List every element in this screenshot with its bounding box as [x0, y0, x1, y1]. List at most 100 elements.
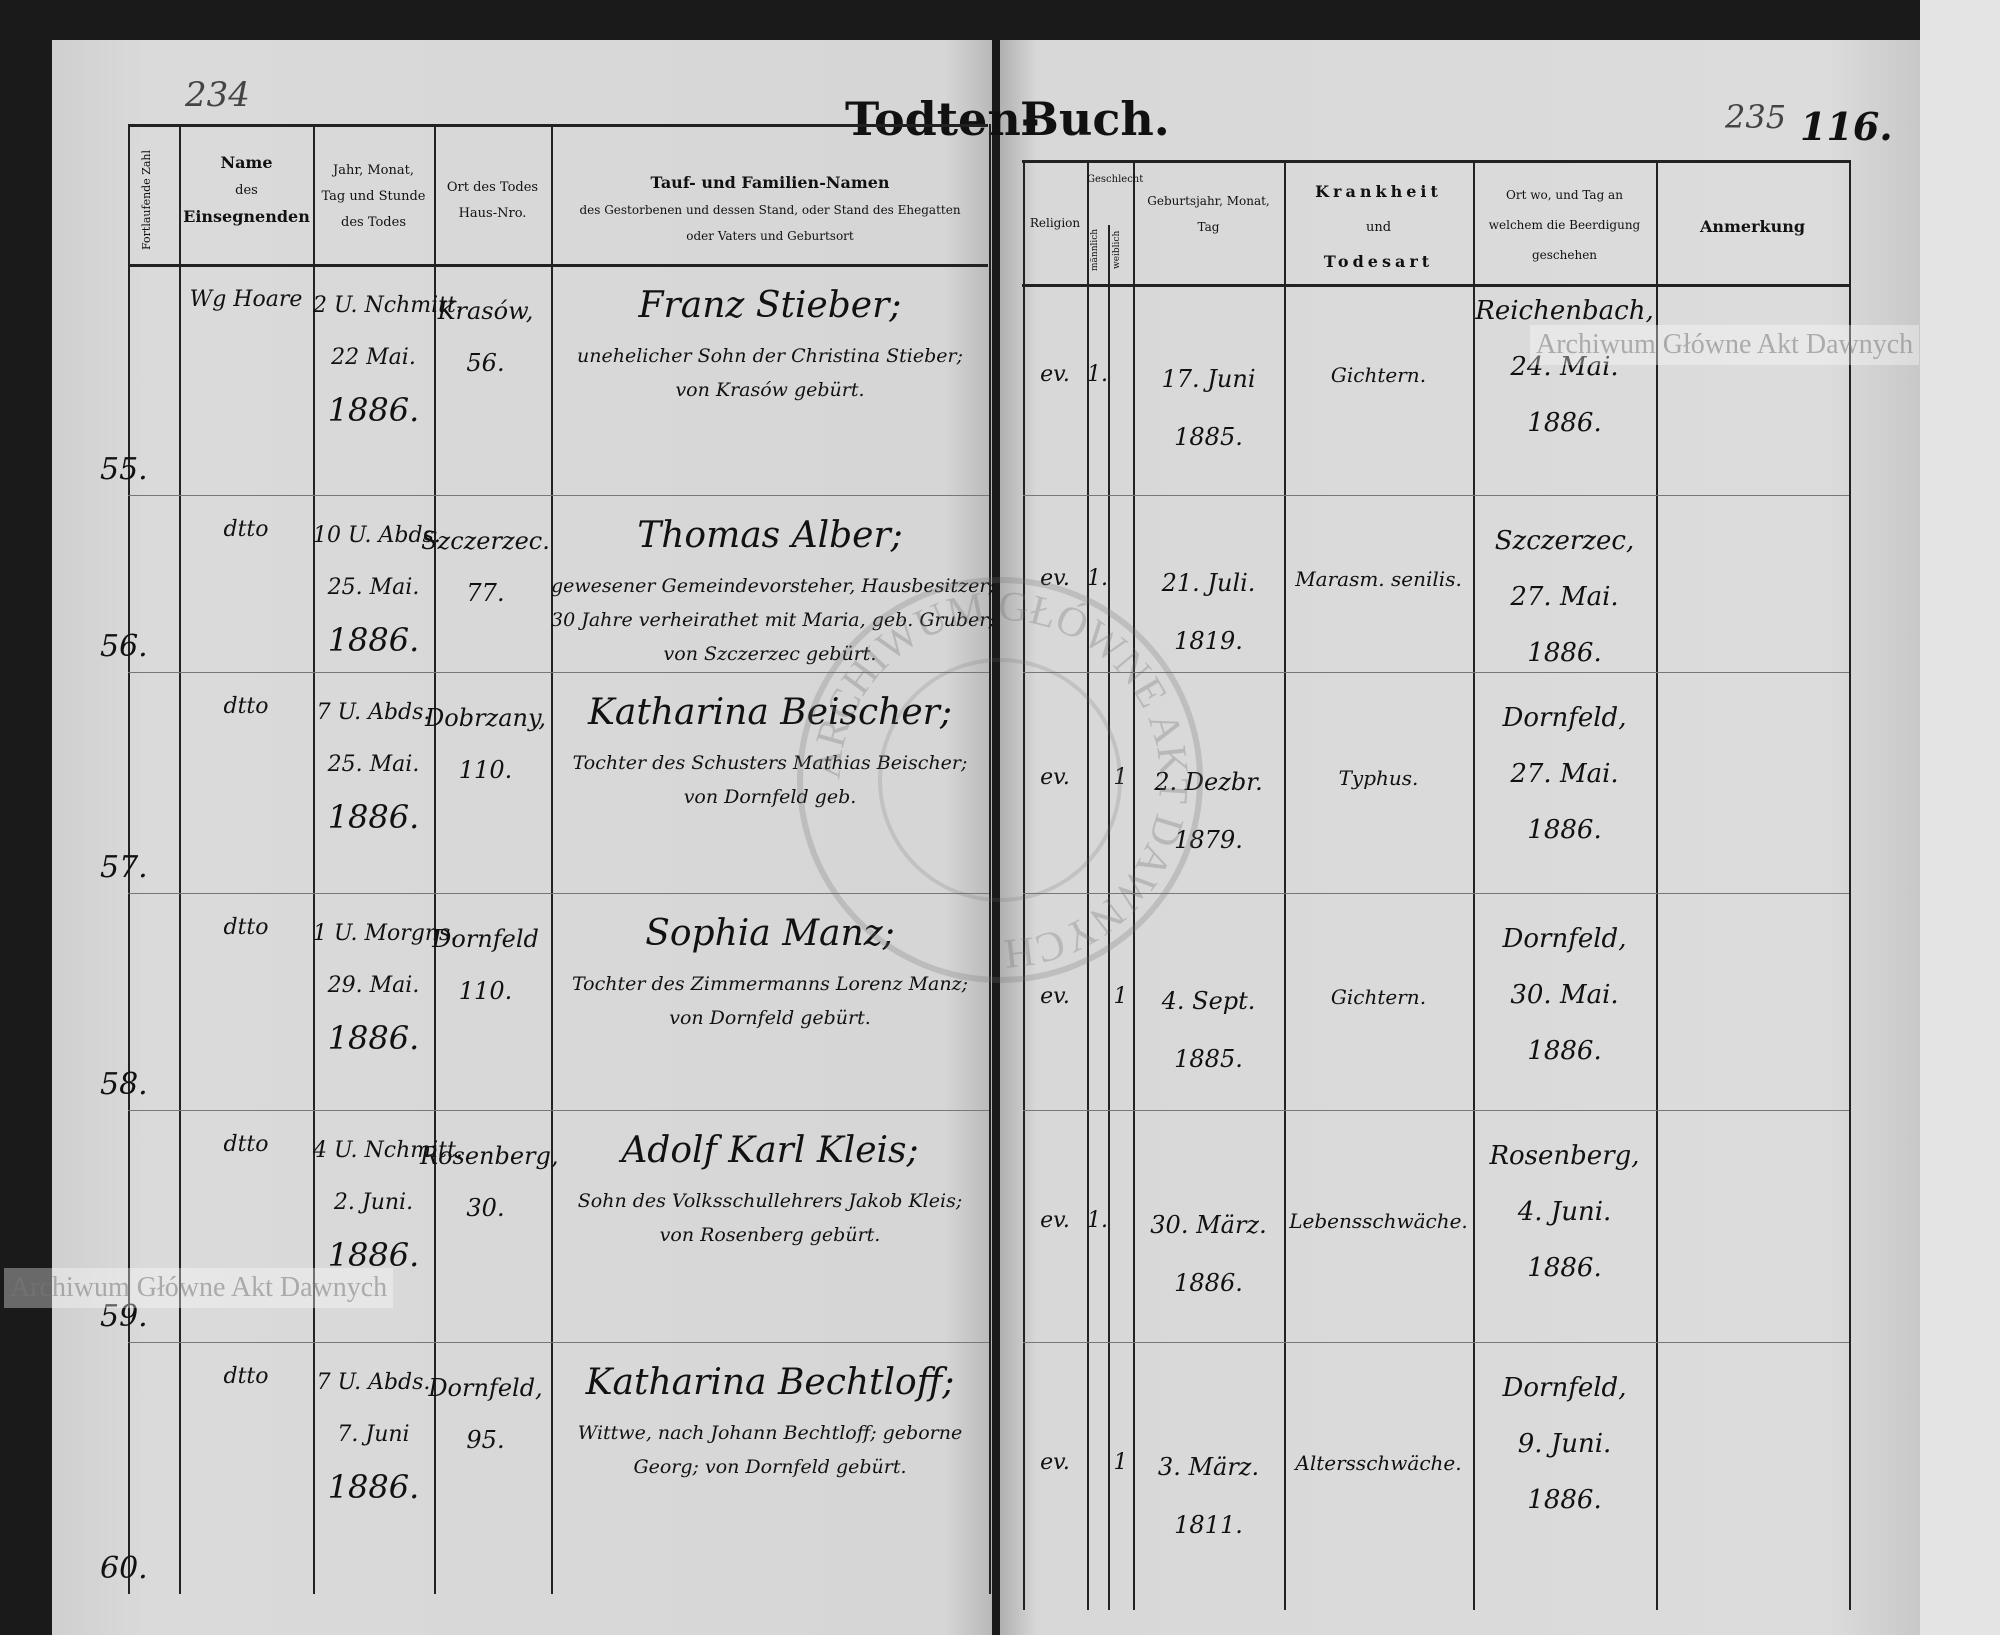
stamp-text: ARCHIWUM GŁÓWNE AKT DAWNYCH	[803, 583, 1196, 976]
burial-line: 1886.	[1527, 408, 1602, 438]
cell-number: 60.	[100, 1551, 148, 1586]
cell-birth: 30. März. 1886.	[1133, 1196, 1284, 1312]
cell-number: 57.	[100, 850, 148, 885]
cell-desc: gewesener Gemeindevorsteher, Hausbesitze…	[551, 569, 995, 671]
header-death-date: Jahr, Monat, Tag und Stunde des Todes	[321, 163, 426, 230]
watermark-bottom-left: Archiwum Główne Akt Dawnych	[4, 1268, 394, 1308]
death-line: 10 U. Abds.	[313, 523, 441, 548]
column-rule	[1656, 160, 1658, 1610]
column-rule	[313, 124, 315, 1594]
column-rule	[1133, 160, 1135, 1610]
row-rule	[1023, 672, 1849, 673]
birth-line: 1886.	[1174, 1269, 1243, 1297]
table-top-rule-right	[1022, 160, 1849, 163]
burial-line: 1886.	[1527, 1253, 1602, 1283]
header-death-place: Ort des Todes Haus-Nro.	[446, 180, 539, 221]
column-rule	[1284, 160, 1286, 1610]
place-line: Szczerzec.	[421, 527, 550, 555]
header-male: männlich	[1090, 228, 1100, 272]
folio-number: 116.	[1800, 104, 1893, 149]
header-remarks: Anmerkung	[1699, 217, 1806, 236]
cell-burial: Szczerzec, 27. Mai. 1886.	[1473, 513, 1656, 681]
cell-disease: Marasm. senilis.	[1295, 566, 1462, 591]
header-bottom-rule-right	[1022, 284, 1849, 287]
desc-line: unehelicher Sohn der Christina Stieber;	[577, 345, 963, 367]
cell-place: Dornfeld 110.	[420, 913, 551, 1017]
birth-line: 2. Dezbr.	[1154, 767, 1263, 796]
page-number-left: 234	[185, 75, 250, 115]
birth-line: 4. Sept.	[1161, 986, 1256, 1015]
cell-place: Szczerzec. 77.	[420, 515, 551, 619]
table-top-rule-left	[128, 124, 988, 127]
row-rule	[1023, 495, 1849, 496]
place-line: 30.	[466, 1194, 505, 1222]
place-line: 110.	[458, 977, 513, 1005]
death-line: 2 U. Nchmitt.	[313, 293, 463, 318]
cell-male: 1.	[1087, 565, 1108, 591]
place-line: 56.	[466, 349, 505, 377]
row-rule	[128, 893, 989, 894]
cell-place: Krasów, 56.	[420, 285, 551, 389]
death-line: 1886.	[327, 1236, 420, 1274]
desc-line: Georg; von Dornfeld gebürt.	[633, 1456, 907, 1478]
cell-officiant: dtto	[223, 1364, 269, 1389]
column-rule	[1849, 160, 1851, 1610]
cell-female: 1	[1113, 764, 1128, 790]
birth-line: 1811.	[1174, 1511, 1243, 1539]
cell-religion: ev.	[1040, 1450, 1070, 1475]
column-rule	[179, 124, 181, 1594]
desc-line: Sohn des Volksschullehrers Jakob Kleis;	[577, 1190, 963, 1212]
place-line: Dornfeld,	[428, 1374, 543, 1402]
row-rule	[128, 1342, 989, 1343]
cell-male: 1.	[1087, 362, 1108, 387]
cell-desc: Sohn des Volksschullehrers Jakob Kleis; v…	[551, 1184, 989, 1252]
column-rule	[1023, 160, 1025, 1610]
cell-disease: Gichtern.	[1330, 984, 1427, 1009]
cell-death: 2 U. Nchmitt. 22 Mai. 1886.	[313, 280, 463, 436]
column-rule	[1087, 160, 1089, 1610]
desc-line: von Dornfeld geb.	[683, 786, 857, 808]
burial-line: Dornfeld,	[1502, 924, 1627, 954]
burial-line: 1886.	[1527, 1036, 1602, 1066]
header-disease: Krankheit und Todesart	[1315, 182, 1442, 271]
row-rule	[128, 495, 989, 496]
desc-line: von Dornfeld gebürt.	[669, 1007, 871, 1029]
cell-number: 58.	[100, 1067, 148, 1102]
birth-line: 30. März.	[1150, 1211, 1267, 1239]
header-names: Tauf- und Familien-Namen des Gestorbenen …	[579, 173, 961, 243]
cell-number: 59.	[100, 1299, 148, 1334]
burial-line: 4. Juni.	[1517, 1197, 1612, 1227]
birth-line: 1879.	[1174, 825, 1243, 854]
burial-line: 27. Mai.	[1510, 759, 1619, 789]
cell-disease: Gichtern.	[1330, 363, 1427, 387]
burial-line: 1886.	[1527, 638, 1602, 668]
desc-line: 30 Jahre verheirathet mit Maria, geb. Gr…	[551, 609, 995, 631]
birth-line: 1819.	[1174, 626, 1243, 655]
death-line: 1 U. Morgns.	[313, 921, 458, 946]
desc-line: von Rosenberg gebürt.	[659, 1224, 881, 1246]
desc-line: Wittwe, nach Johann Bechtloff; geborne	[577, 1422, 963, 1444]
cell-birth: 4. Sept. 1885.	[1133, 972, 1284, 1088]
cell-officiant: dtto	[223, 694, 269, 719]
place-line: 110.	[458, 756, 513, 784]
row-rule	[1023, 1110, 1849, 1111]
cell-number: 56.	[100, 629, 148, 664]
burial-line: Dornfeld,	[1502, 703, 1627, 733]
birth-line: 21. Juli.	[1161, 568, 1256, 597]
place-line: Dornfeld	[432, 925, 539, 953]
cell-disease: Altersschwäche.	[1295, 1451, 1462, 1475]
column-rule	[551, 124, 553, 1594]
cell-name: Sophia Manz;	[645, 913, 895, 954]
cell-number: 55.	[100, 452, 148, 487]
header-religion: Religion	[1029, 216, 1081, 230]
cell-religion: ev.	[1040, 983, 1070, 1009]
death-line: 2. Juni.	[333, 1190, 414, 1215]
header-bottom-rule-left	[128, 264, 988, 267]
cell-desc: Tochter des Zimmermanns Lorenz Manz; von …	[551, 967, 989, 1035]
burial-line: Reichenbach,	[1475, 296, 1654, 326]
row-rule	[128, 1110, 989, 1111]
desc-line: von Szczerzec gebürt.	[663, 643, 877, 665]
death-line: 1886.	[327, 391, 420, 429]
burial-line: 1886.	[1527, 1485, 1602, 1515]
place-line: Krasów,	[437, 297, 534, 325]
